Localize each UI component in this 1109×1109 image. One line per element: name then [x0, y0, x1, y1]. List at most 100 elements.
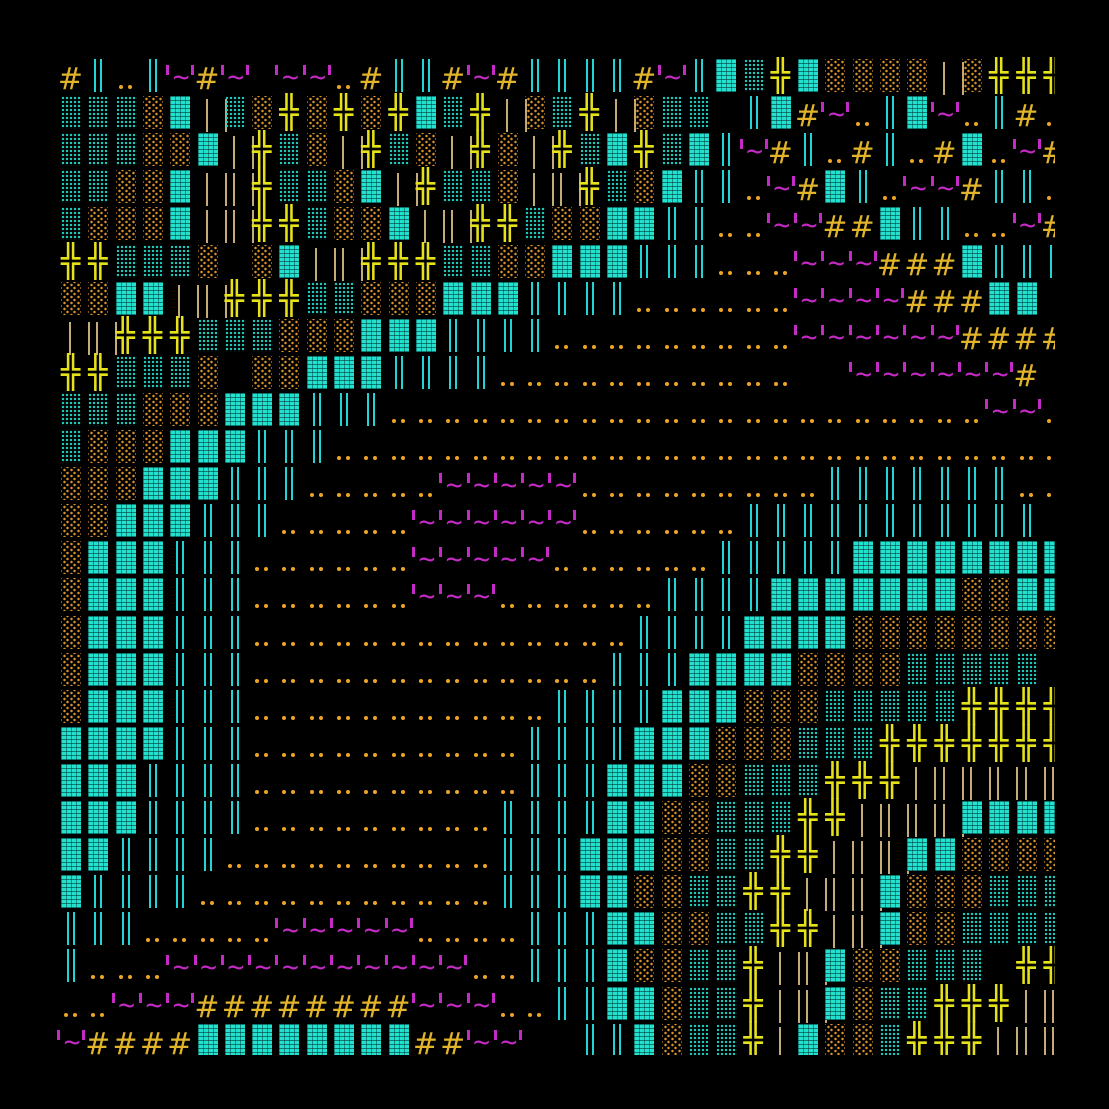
glyph-cell-cyan-shade [275, 168, 302, 205]
glyph-cell-cyan-shade [767, 799, 794, 836]
glyph-cell-dense-block [112, 688, 139, 725]
dots-icon [576, 614, 603, 651]
dots-icon [685, 354, 712, 391]
stroke [855, 418, 860, 423]
glyph-cell-dots [385, 428, 412, 465]
dense-block-icon [688, 652, 709, 686]
dots-icon [658, 428, 685, 465]
glyph-cell-cyan-shade [876, 1022, 903, 1055]
stroke [500, 418, 505, 423]
dense-block-icon [415, 318, 436, 352]
glyph-cell-cyan-shade [821, 688, 848, 725]
glyph-cell-orange-shade [658, 985, 685, 1022]
double-bar-icon [849, 502, 876, 539]
stroke [482, 318, 485, 352]
stroke [373, 789, 378, 794]
glyph-cell-dots [439, 688, 466, 725]
tilde-mark: ~ [773, 208, 791, 242]
orange-shade-icon [525, 96, 546, 130]
stroke [197, 284, 200, 318]
double-bar-icon [57, 947, 84, 984]
double-bar-icon [603, 651, 630, 688]
glyph-cell-dots [630, 539, 657, 576]
stroke [236, 763, 239, 797]
stroke [613, 281, 615, 315]
double-bar-icon [548, 873, 575, 910]
dots-icon [712, 354, 739, 391]
stroke [806, 952, 809, 986]
hash-icon: # [931, 136, 957, 172]
orange-shade-icon [934, 615, 955, 649]
dots-icon [658, 465, 685, 502]
dense-block-icon [279, 244, 300, 278]
glyph-cell-dense-block [139, 651, 166, 688]
stroke [700, 615, 703, 649]
glyph-cell-orange-shade [849, 947, 876, 984]
double-bar-icon [767, 539, 794, 576]
dots-icon [303, 539, 330, 576]
stroke [691, 567, 696, 572]
glyph-cell-cyan-shade [112, 391, 139, 428]
glyph-cell-dense-block [821, 614, 848, 651]
tilde-mark: ~ [909, 319, 927, 353]
tick-mark [821, 250, 825, 261]
cyan-shade-icon [880, 1023, 901, 1055]
glyph-cell-cross: ╬ [821, 799, 848, 836]
cyan-shade-icon [907, 689, 929, 723]
glyph-cell-double-bar [630, 651, 657, 688]
glyph-cell-double-bar [548, 688, 575, 725]
glyph-cell-cyan-shade [57, 391, 84, 428]
glyph-cell-cross: ╬ [248, 279, 275, 317]
dense-block-icon [880, 578, 900, 612]
glyph-cell-orange-shade [166, 131, 193, 168]
tilde-mark: ~ [882, 356, 900, 390]
orange-shade-icon [880, 59, 900, 92]
stroke [776, 541, 779, 575]
double-bar-icon [548, 280, 575, 317]
glyph-cell-double-bar [712, 539, 739, 576]
glyph-cell-tan-bars [1040, 762, 1055, 800]
glyph-cell-hash: # [84, 1022, 111, 1055]
stroke [455, 789, 460, 794]
stroke [236, 901, 241, 906]
glyph-cell-dots [494, 576, 521, 613]
glyph-cell-tilde: ~ [821, 94, 850, 131]
dense-block-icon [989, 541, 1010, 575]
glyph-cell-cross: ╬ [958, 984, 985, 1022]
glyph-cell-tan-bars [221, 168, 254, 207]
stroke [209, 763, 212, 797]
glyph-cell-double-bar [166, 836, 193, 873]
glyph-cell-double-bar [767, 539, 794, 576]
tilde-icon: ~ [275, 910, 302, 947]
tilde-mark: ~ [527, 542, 545, 576]
double-bar-icon [548, 947, 575, 984]
dots-icon [603, 317, 630, 354]
stroke [346, 85, 350, 89]
dense-block-icon [607, 207, 627, 241]
tilde-mark: ~ [200, 950, 217, 984]
tick-mark [573, 510, 577, 521]
tick-mark [411, 955, 415, 966]
stroke [700, 307, 705, 312]
stroke [67, 912, 69, 946]
stroke [500, 752, 505, 757]
stroke [400, 355, 403, 389]
glyph-cell-hash: # [958, 280, 985, 320]
glyph-cell-dots [740, 391, 767, 428]
glyph-cell-double-bar [548, 280, 575, 317]
dots-icon [494, 576, 521, 613]
glyph-cell-cyan-shade [712, 985, 739, 1022]
glyph-cell-tilde: ~ [330, 947, 357, 984]
stroke [373, 678, 378, 683]
tick-mark [466, 510, 470, 521]
stroke [154, 801, 157, 834]
glyph-cell-dots [467, 651, 494, 688]
glyph-cell-dots [330, 614, 357, 651]
tilde-mark: ~ [473, 505, 490, 539]
stroke [473, 456, 478, 460]
glyph-cell-dense-block [112, 502, 139, 539]
glyph-cell-dense-block [357, 168, 384, 205]
stroke [1046, 493, 1051, 498]
glyph-cell-dense-block [658, 762, 685, 799]
stroke [667, 244, 670, 278]
